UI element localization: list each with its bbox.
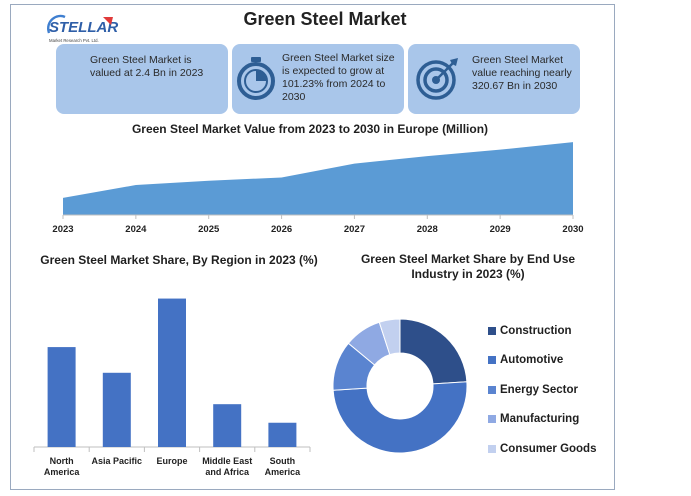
legend-swatch [488,444,496,453]
card-text: Green Steel Market is valued at 2.4 Bn i… [90,54,204,79]
stellar-logo: STELLAR Market Research Pvt. Ltd. [47,14,118,43]
category-label: South America [265,456,302,477]
legend-label: Manufacturing [500,413,580,426]
area-series [63,142,573,215]
donut-legend: Construction Automotive Energy Sector Manuf… [488,316,596,464]
legend-label: Automotive [500,354,564,367]
bar [158,298,186,447]
donut-chart [332,318,468,454]
donut-slice [378,318,401,356]
legend-swatch [488,415,496,424]
legend-label: Construction [500,324,572,337]
donut-slice [332,381,468,454]
legend-item: Energy Sector [488,375,596,405]
legend-item: Consumer Goods [488,434,596,464]
bar-chart: North America Asia Pacific Europe Middle Eas… [33,298,311,477]
x-tick-label: 2030 [562,224,583,235]
area-chart-title: Green Steel Market Value from 2023 to 20… [131,122,489,136]
category-label: Middle East and Africa [202,456,252,477]
info-card-growth: Green Steel Market size is expected to g… [232,44,404,114]
legend-item: Automotive [488,346,596,376]
bar [47,347,76,447]
bar [213,404,242,447]
legend-swatch [488,326,496,335]
logo-wordmark: STELLAR [49,19,118,36]
legend-swatch [488,385,496,394]
x-tick-label: 2029 [490,224,511,235]
donut-slice [399,318,468,385]
logo-tagline: Market Research Pvt. Ltd. [49,38,99,43]
target-icon [416,58,458,100]
legend-item: Construction [488,316,596,346]
stopwatch-icon [237,57,275,100]
x-tick-label: 2025 [198,224,220,235]
legend-label: Energy Sector [500,383,578,396]
x-tick-label: 2024 [125,224,147,235]
donut-chart-title: Green Steel Market Share by End Use Indu… [360,252,576,281]
category-label: North America [44,456,81,477]
card-text: Green Steel Market size is expected to g… [282,52,395,103]
x-tick-label: 2023 [52,224,73,235]
card-text: Green Steel Market value reaching nearly… [472,54,572,92]
x-tick-label: 2026 [271,224,292,235]
info-card-forecast: Green Steel Market value reaching nearly… [408,44,580,114]
category-label: Europe [156,456,187,466]
page-title: Green Steel Market [243,9,407,29]
category-label: Asia Pacific [92,456,143,466]
bar [102,372,131,447]
legend-swatch [488,356,496,365]
legend-item: Manufacturing [488,405,596,435]
area-chart: 2023 2024 2025 2026 2027 2028 2029 2030 [52,142,584,235]
bar [268,422,297,447]
info-card-valuation: Green Steel Market is valued at 2.4 Bn i… [56,44,228,114]
legend-label: Consumer Goods [500,442,597,455]
bar-chart-title: Green Steel Market Share, By Region in 2… [40,253,318,267]
x-tick-label: 2027 [344,224,365,235]
x-tick-label: 2028 [417,224,438,235]
